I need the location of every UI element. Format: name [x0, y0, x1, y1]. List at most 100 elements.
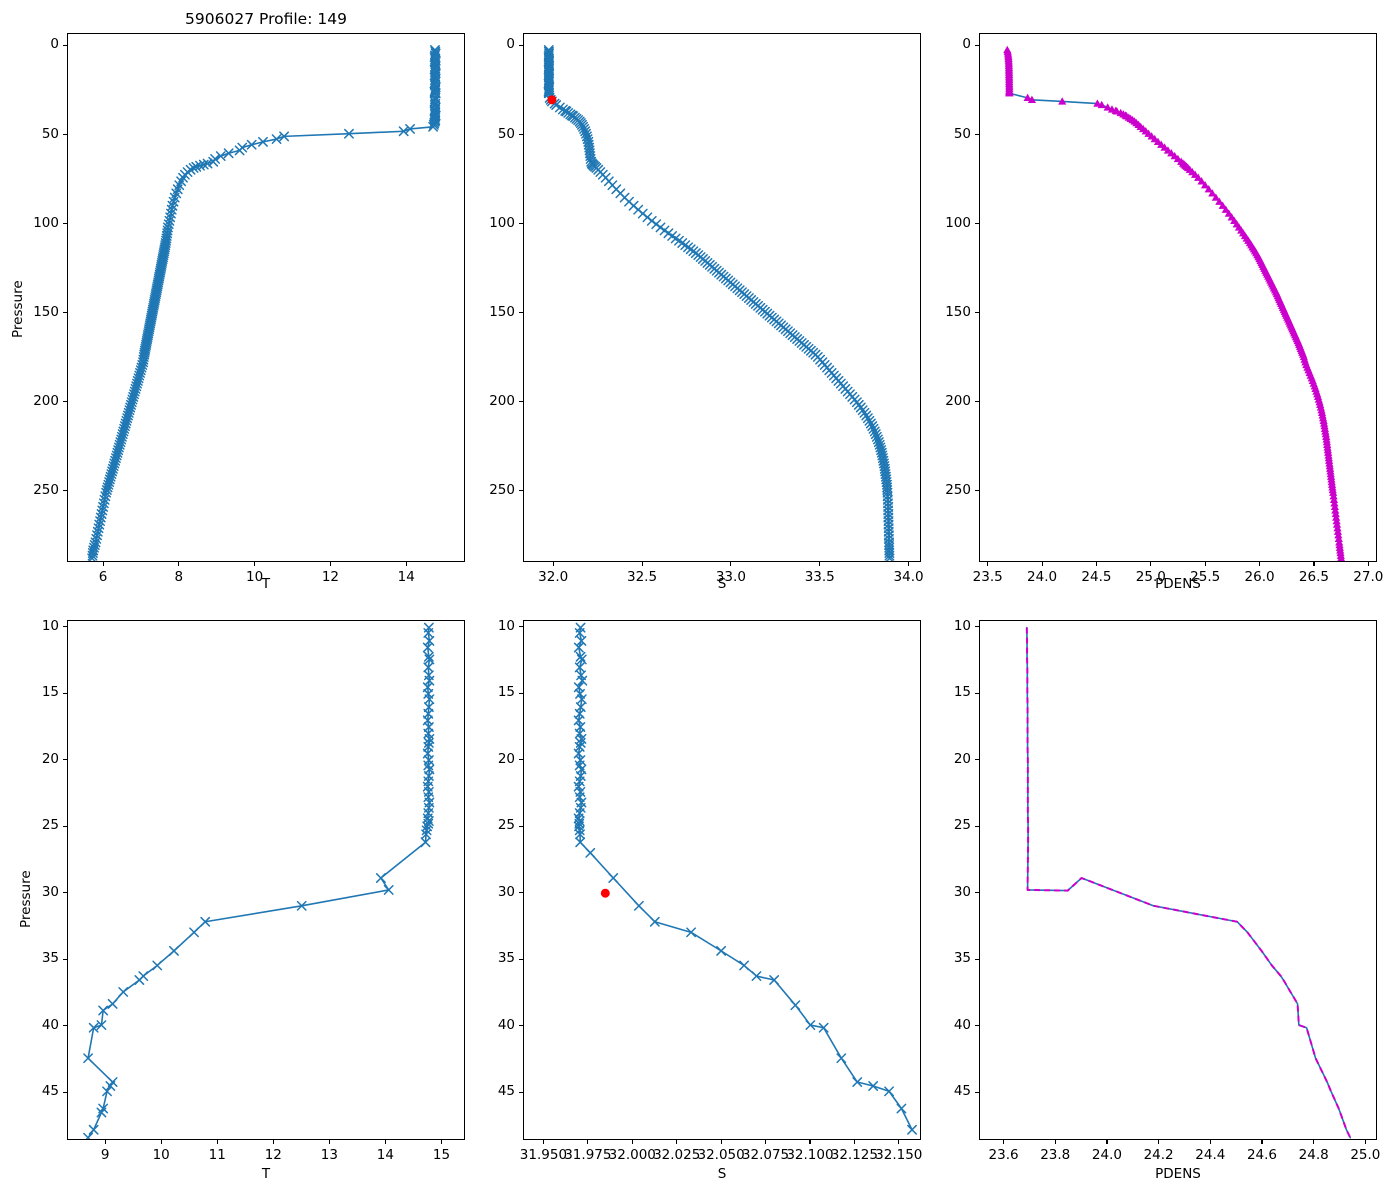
x-tick-label: 6 [98, 569, 108, 585]
y-tick-label: 50 [41, 125, 59, 142]
y-tick-mark [519, 223, 523, 225]
x-tick-label: 32.075 [741, 1147, 790, 1163]
y-tick-mark [975, 223, 979, 225]
x-tick-mark [1364, 1140, 1366, 1144]
y-tick-mark [975, 1091, 979, 1093]
y-tick-mark [519, 312, 523, 314]
y-tick-label: 10 [953, 617, 971, 634]
y-tick-label: 10 [41, 617, 59, 634]
x-tick-mark [1054, 1140, 1056, 1144]
x-tick-mark [1095, 562, 1098, 566]
y-tick-label: 150 [33, 303, 59, 320]
x-tick-label: 32.000 [608, 1147, 656, 1163]
plot-canvas-s-full [524, 34, 895, 561]
y-tick-mark [519, 490, 523, 492]
y-tick-label: 0 [962, 36, 971, 53]
y-tick-label: 40 [497, 1016, 515, 1033]
x-tick-mark [1313, 1140, 1315, 1144]
y-tick-label: 100 [33, 214, 59, 231]
y-tick-label: 30 [41, 883, 59, 900]
y-tick-mark [975, 1025, 979, 1027]
x-tick-mark [631, 1140, 633, 1144]
x-tick-label: 24.6 [1246, 1147, 1278, 1163]
x-tick-label: 14 [397, 569, 415, 585]
plot-area-t-full[interactable] [67, 33, 465, 562]
y-tick-mark [519, 134, 523, 136]
x-tick-label: 26.0 [1244, 569, 1275, 585]
x-tick-mark [809, 1140, 811, 1144]
y-tick-label: 30 [953, 883, 971, 900]
x-tick-label: 24.8 [1298, 1147, 1329, 1163]
y-tick-label: 150 [945, 303, 971, 320]
y-tick-label: 250 [945, 481, 971, 498]
y-tick-mark [63, 1091, 67, 1093]
x-tick-mark [542, 1140, 545, 1144]
y-tick-label: 200 [489, 392, 515, 409]
y-tick-mark [519, 892, 523, 894]
y-tick-label: 45 [497, 1083, 515, 1100]
y-tick-mark [519, 44, 523, 47]
y-tick-mark [519, 759, 523, 761]
y-tick-mark [519, 401, 523, 403]
x-tick-label: 24.0 [1091, 1147, 1122, 1163]
y-tick-mark [63, 490, 67, 492]
x-tick-mark [178, 562, 180, 566]
x-tick-label: 32.025 [653, 1147, 701, 1163]
y-tick-mark [63, 892, 67, 894]
x-tick-mark [676, 1140, 678, 1144]
page-title: 5906027 Profile: 149 [185, 10, 347, 28]
y-tick-label: 35 [41, 950, 59, 967]
x-tick-label: 12 [264, 1147, 282, 1163]
axis-label-pressure-1: Pressure [10, 280, 26, 338]
y-tick-mark [63, 401, 67, 403]
y-tick-label: 40 [41, 1016, 59, 1033]
x-tick-mark [641, 562, 643, 566]
y-tick-mark [975, 692, 979, 694]
x-tick-label: 8 [174, 569, 184, 585]
x-tick-mark [104, 1140, 106, 1144]
plot-area-s-full[interactable] [523, 33, 921, 562]
y-tick-mark [63, 958, 67, 960]
x-tick-mark [1106, 1140, 1108, 1144]
x-tick-label: 9 [100, 1147, 110, 1163]
x-tick-mark [1041, 562, 1043, 566]
y-tick-label: 25 [41, 817, 59, 834]
y-tick-mark [63, 825, 67, 827]
x-tick-mark [720, 1140, 722, 1144]
axis-label-temperature-1: T [261, 576, 271, 592]
plot-area-pdens-zoom[interactable] [979, 620, 1377, 1140]
plot-area-pdens-full[interactable] [979, 33, 1377, 562]
axis-label-salinity-1: S [717, 576, 727, 592]
y-tick-mark [63, 626, 67, 628]
plot-area-t-zoom[interactable] [67, 620, 465, 1140]
x-tick-label: 23.5 [972, 569, 1003, 585]
x-tick-mark [1158, 1140, 1160, 1144]
y-tick-mark [63, 223, 67, 225]
x-tick-mark [254, 562, 256, 566]
x-tick-label: 32.100 [786, 1147, 834, 1163]
y-tick-label: 20 [497, 750, 515, 767]
x-tick-label: 25.0 [1135, 569, 1166, 585]
y-tick-mark [975, 892, 979, 894]
plot-area-s-zoom[interactable] [523, 620, 921, 1140]
x-tick-mark [853, 1140, 855, 1144]
x-tick-label: 31.975 [564, 1147, 612, 1163]
x-tick-mark [328, 1140, 330, 1144]
y-tick-label: 35 [953, 950, 971, 967]
y-tick-mark [975, 401, 979, 403]
x-tick-label: 14 [376, 1147, 394, 1163]
x-tick-mark [1261, 1140, 1263, 1144]
y-tick-mark [519, 825, 523, 827]
y-tick-label: 250 [489, 481, 515, 498]
y-tick-mark [519, 958, 523, 960]
x-tick-mark [160, 1140, 162, 1144]
y-tick-mark [975, 825, 979, 827]
x-tick-label: 32.5 [627, 569, 658, 585]
x-tick-mark [384, 1140, 386, 1144]
plot-canvas-pdens-zoom [1025, 626, 1352, 1139]
y-tick-mark [975, 312, 979, 314]
x-tick-label: 24.2 [1143, 1147, 1174, 1163]
y-tick-label: 50 [953, 125, 971, 142]
y-tick-label: 200 [945, 392, 971, 409]
